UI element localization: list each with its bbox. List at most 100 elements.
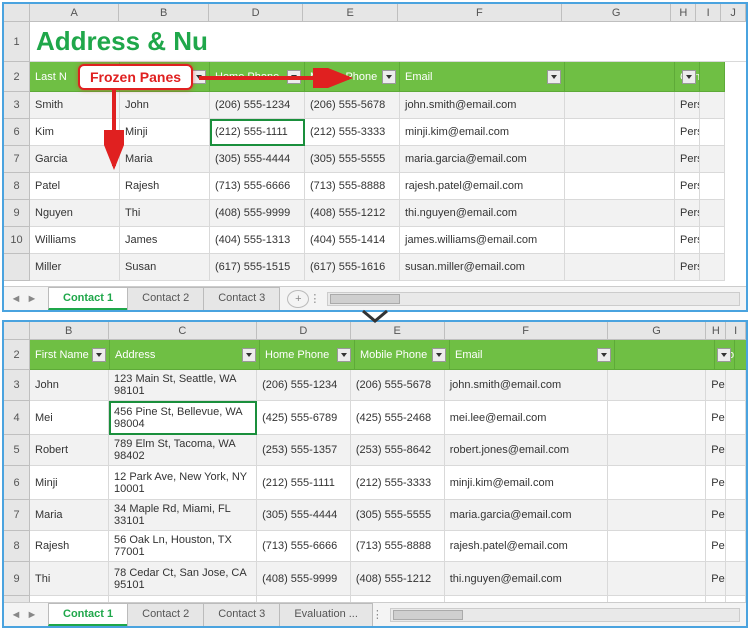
cell[interactable]: (212) 555-1111	[257, 466, 351, 500]
sheet-tab[interactable]: Contact 1	[48, 287, 128, 310]
cell[interactable]	[608, 531, 707, 562]
cell[interactable]: Personal	[675, 254, 700, 281]
add-sheet-button[interactable]: +	[287, 290, 309, 308]
filter-dropdown-icon[interactable]	[102, 70, 116, 84]
column-header[interactable]: Home Phone	[210, 62, 305, 92]
filter-dropdown-icon[interactable]	[717, 348, 731, 362]
col-heading[interactable]: C	[109, 322, 257, 339]
filter-dropdown-icon[interactable]	[547, 70, 561, 84]
cell[interactable]: Personal	[706, 500, 726, 531]
cell[interactable]: maria.garcia@email.com	[445, 500, 608, 531]
filter-dropdown-icon[interactable]	[597, 348, 611, 362]
cell[interactable]: maria.garcia@email.com	[400, 146, 565, 173]
cell[interactable]: Maria	[120, 146, 210, 173]
col-heading[interactable]: E	[351, 322, 445, 339]
cell[interactable]	[608, 370, 707, 401]
row-heading[interactable]: 7	[4, 146, 30, 173]
cell[interactable]: Robert	[30, 435, 109, 466]
cell[interactable]: 12 Park Ave, New York, NY 10001	[109, 466, 257, 500]
cell[interactable]: Personal	[706, 435, 726, 466]
cell[interactable]: 34 Maple Rd, Miami, FL 33101	[109, 500, 257, 531]
row-heading[interactable]: 9	[4, 200, 30, 227]
cell[interactable]: (212) 555-1111	[210, 119, 305, 146]
cell[interactable]	[726, 435, 746, 466]
cell[interactable]: (206) 555-5678	[305, 92, 400, 119]
cell[interactable]: Susan	[120, 254, 210, 281]
cell[interactable]: Garcia	[30, 146, 120, 173]
col-heading[interactable]: H	[671, 4, 696, 21]
cell[interactable]: John	[120, 92, 210, 119]
cell[interactable]: Maria	[30, 500, 109, 531]
cell[interactable]: john.smith@email.com	[445, 370, 608, 401]
cell[interactable]: (206) 555-5678	[351, 370, 445, 401]
column-header[interactable]: Home Phone	[260, 340, 355, 370]
cell[interactable]: Personal	[675, 146, 700, 173]
cell[interactable]: Kim	[30, 119, 120, 146]
column-header[interactable]: Address	[110, 340, 260, 370]
cell[interactable]: (713) 555-8888	[305, 173, 400, 200]
row-heading[interactable]	[4, 254, 30, 281]
cell[interactable]: (305) 555-4444	[210, 146, 305, 173]
cell[interactable]: james.williams@email.com	[400, 227, 565, 254]
cell[interactable]: Thi	[120, 200, 210, 227]
filter-dropdown-icon[interactable]	[682, 70, 696, 84]
row-heading[interactable]: 8	[4, 173, 30, 200]
sheet-tab[interactable]: Contact 1	[48, 603, 128, 626]
col-heading[interactable]: D	[209, 4, 303, 21]
col-heading[interactable]: J	[721, 4, 746, 21]
cell[interactable]: James	[120, 227, 210, 254]
col-heading[interactable]: F	[445, 322, 608, 339]
col-heading[interactable]: B	[119, 4, 209, 21]
cell[interactable]: john.smith@email.com	[400, 92, 565, 119]
cell[interactable]: 456 Pine St, Bellevue, WA 98004	[109, 401, 257, 435]
column-header[interactable]	[565, 62, 675, 92]
cell[interactable]: (713) 555-6666	[210, 173, 305, 200]
cell[interactable]: rajesh.patel@email.com	[400, 173, 565, 200]
cell[interactable]	[726, 370, 746, 401]
sheet-tab[interactable]: Contact 3	[203, 603, 280, 626]
cell[interactable]	[700, 146, 725, 173]
cell[interactable]: Minji	[30, 466, 109, 500]
cell[interactable]: Miller	[30, 254, 120, 281]
cell[interactable]: (713) 555-8888	[351, 531, 445, 562]
cell[interactable]: John	[30, 370, 109, 401]
cell[interactable]: (617) 555-1515	[210, 254, 305, 281]
filter-dropdown-icon[interactable]	[242, 348, 256, 362]
row-heading[interactable]: 8	[4, 531, 30, 562]
column-header[interactable]: Email	[450, 340, 615, 370]
column-header[interactable]: Mobile Phone	[355, 340, 450, 370]
cell[interactable]	[726, 562, 746, 596]
tab-prev-icon[interactable]: ◄	[8, 293, 24, 305]
row-heading[interactable]: 6	[4, 466, 30, 500]
cell[interactable]	[700, 254, 725, 281]
cell[interactable]: thi.nguyen@email.com	[445, 562, 608, 596]
cell[interactable]: (408) 555-9999	[210, 200, 305, 227]
cell[interactable]: (404) 555-1313	[210, 227, 305, 254]
hscroll-track[interactable]	[390, 608, 740, 622]
cell[interactable]	[700, 173, 725, 200]
cell[interactable]	[726, 531, 746, 562]
col-heading[interactable]: I	[726, 322, 746, 339]
cell[interactable]: Mei	[30, 401, 109, 435]
cell[interactable]: (305) 555-5555	[351, 500, 445, 531]
cell[interactable]	[726, 466, 746, 500]
cell[interactable]	[565, 227, 675, 254]
cell[interactable]: robert.jones@email.com	[445, 435, 608, 466]
filter-dropdown-icon[interactable]	[192, 70, 206, 84]
cell[interactable]	[565, 146, 675, 173]
cell[interactable]: minji.kim@email.com	[445, 466, 608, 500]
column-header[interactable]	[735, 340, 748, 370]
cell[interactable]: Personal	[706, 531, 726, 562]
filter-dropdown-icon[interactable]	[337, 348, 351, 362]
col-heading[interactable]: B	[30, 322, 109, 339]
cell[interactable]: Rajesh	[30, 531, 109, 562]
cell[interactable]: (425) 555-6789	[257, 401, 351, 435]
cell[interactable]	[700, 92, 725, 119]
cell[interactable]: Personal	[706, 562, 726, 596]
tab-split-grip[interactable]: ⋮	[309, 292, 315, 305]
row-heading[interactable]: 3	[4, 370, 30, 401]
cell[interactable]: (212) 555-3333	[351, 466, 445, 500]
sheet-tab[interactable]: Contact 2	[127, 287, 204, 310]
cell[interactable]: Personal	[675, 119, 700, 146]
filter-dropdown-icon[interactable]	[382, 70, 396, 84]
